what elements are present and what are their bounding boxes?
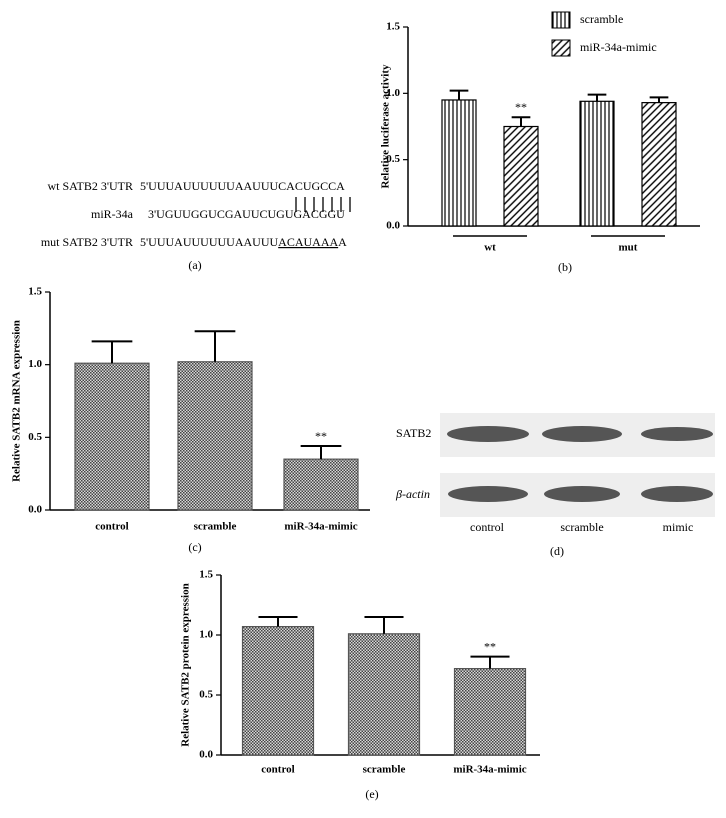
caption: (d)	[550, 544, 564, 558]
bar	[453, 667, 527, 756]
y-tick-label: 0.5	[28, 431, 42, 443]
y-tick-label: 1.5	[28, 286, 42, 298]
lane-label: scramble	[560, 520, 603, 534]
y-tick-label: 1.0	[386, 87, 400, 99]
x-tick-label: miR-34a-mimic	[284, 521, 357, 533]
lane-label: mimic	[663, 520, 694, 534]
y-axis-label: Relative SATB2 mRNA expression	[11, 320, 23, 482]
x-tick-label: control	[261, 764, 294, 776]
bar	[579, 100, 615, 227]
y-tick-label: 1.0	[199, 629, 213, 641]
y-tick-label: 0.0	[199, 749, 213, 761]
bar	[503, 125, 539, 227]
bar	[177, 361, 253, 511]
bar	[347, 633, 421, 756]
bar	[74, 362, 150, 511]
sequence-panel: wt SATB2 3'UTR 5'UUUAUUUUUUAAUUUCACUGCCA…	[41, 179, 351, 272]
row-label: β-actin	[395, 487, 430, 501]
x-tick-label: miR-34a-mimic	[453, 764, 526, 776]
y-tick-label: 1.0	[28, 358, 42, 370]
significance-label: **	[315, 429, 327, 443]
legend-label: scramble	[580, 12, 623, 26]
lane-label: control	[470, 520, 505, 534]
sequence: 5'UUUAUUUUUUAAUUUCACUGCCA	[140, 179, 345, 193]
caption: (c)	[188, 540, 201, 554]
y-tick-label: 1.5	[199, 569, 213, 581]
bar	[283, 458, 359, 511]
caption: (e)	[365, 787, 378, 801]
x-tick-label: scramble	[194, 521, 237, 533]
x-tick-label: control	[95, 521, 128, 533]
bar	[241, 625, 315, 756]
caption: (b)	[558, 260, 572, 274]
blot-panel: SATB2 β-actin control scramble mimic (d)	[395, 413, 715, 558]
legend-swatch	[551, 11, 571, 29]
bands	[447, 426, 713, 502]
legend-label: miR-34a-mimic	[580, 40, 657, 54]
y-tick-label: 1.5	[386, 21, 400, 33]
bar	[441, 99, 477, 227]
row-label: miR-34a	[91, 207, 134, 221]
caption: (a)	[188, 258, 201, 272]
y-tick-label: 0.0	[28, 504, 42, 516]
sequence: 5'UUUAUUUUUUAAUUUACAUAAAA	[140, 235, 347, 249]
row-label: wt SATB2 3'UTR	[47, 179, 133, 193]
y-axis-label: Relative SATB2 protein expression	[180, 583, 192, 746]
x-tick-label: scramble	[363, 764, 406, 776]
x-tick-label: wt	[484, 242, 496, 254]
sequence: 3'UGUUGGUCGAUUCUGUGACGGU	[148, 207, 345, 221]
bar	[641, 102, 677, 227]
pairing-lines	[295, 197, 351, 212]
y-axis-label: Relative luciferase activity	[380, 64, 392, 189]
y-tick-label: 0.0	[386, 220, 400, 232]
x-tick-label: mut	[619, 242, 638, 254]
y-tick-label: 0.5	[386, 153, 400, 165]
row-label: SATB2	[396, 426, 431, 440]
y-tick-label: 0.5	[199, 689, 213, 701]
row-label: mut SATB2 3'UTR	[41, 235, 133, 249]
significance-label: **	[484, 639, 496, 653]
legend-swatch	[551, 39, 571, 57]
significance-label: **	[515, 100, 527, 114]
